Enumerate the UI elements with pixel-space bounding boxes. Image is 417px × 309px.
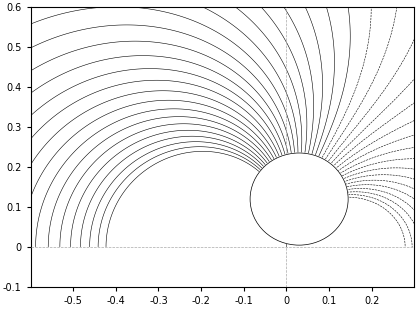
Circle shape (250, 153, 348, 245)
